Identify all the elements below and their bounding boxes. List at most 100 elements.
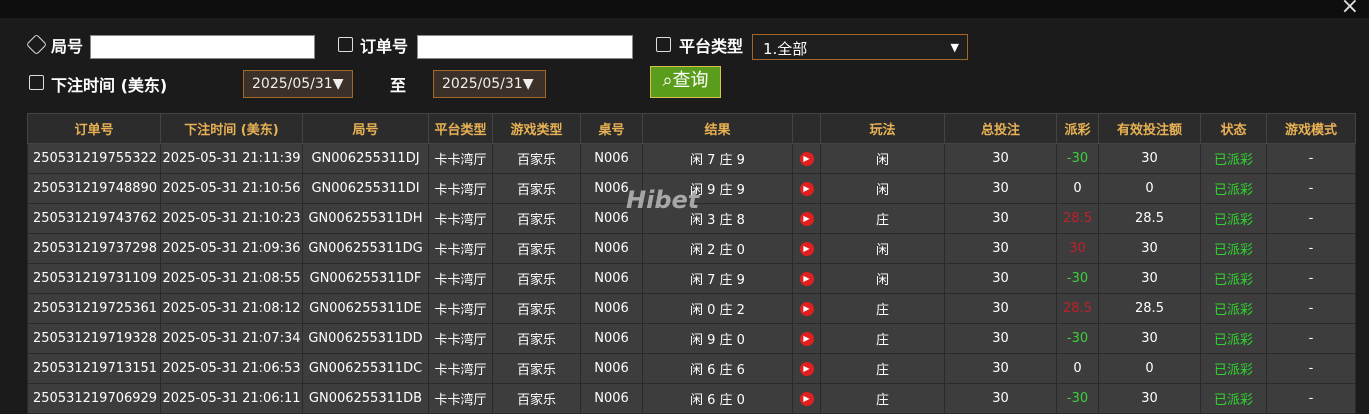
- time-label: 下注时间 (美东): [51, 76, 168, 95]
- table-cell: 2025-05-31 21:06:11: [160, 383, 303, 414]
- column-header: 总投注: [944, 113, 1057, 144]
- play-icon[interactable]: ▶: [799, 151, 814, 166]
- date-from[interactable]: 2025/05/31▼: [243, 70, 353, 98]
- table-cell: 0: [1056, 173, 1099, 204]
- table-cell: 卡卡湾厅: [428, 233, 493, 264]
- search-text: 查询: [672, 70, 709, 91]
- column-header: 局号: [302, 113, 429, 144]
- table-cell: 闲 7 庄 9: [642, 263, 793, 294]
- video-cell: ▶: [792, 173, 821, 204]
- table-cell: 闲 2 庄 0: [642, 233, 793, 264]
- table-cell: 百家乐: [492, 143, 581, 174]
- table-cell: -30: [1056, 143, 1099, 174]
- platform-select[interactable]: 1.全部 ▼: [752, 34, 968, 60]
- top-bar: ×: [0, 0, 1369, 19]
- table-cell: 已派彩: [1200, 323, 1267, 354]
- table-cell: 0: [1056, 353, 1099, 384]
- table-cell: 已派彩: [1200, 263, 1267, 294]
- table-cell: -30: [1056, 383, 1099, 414]
- table-cell: 闲 6 庄 6: [642, 353, 793, 384]
- table-cell: N006: [580, 233, 643, 264]
- video-cell: ▶: [792, 263, 821, 294]
- table-cell: GN006255311DG: [302, 233, 429, 264]
- table-cell: 百家乐: [492, 173, 581, 204]
- order-input[interactable]: [417, 35, 633, 59]
- table-cell: 250531219755322: [27, 143, 161, 174]
- close-button[interactable]: ×: [1340, 0, 1359, 19]
- table-cell: 30: [944, 203, 1057, 234]
- table-cell: 250531219719328: [27, 323, 161, 354]
- table-row: 250531219719328 2025-05-31 21:07:34 GN0062…: [27, 323, 1356, 354]
- column-header: 结果: [642, 113, 793, 144]
- date-to[interactable]: 2025/05/31▼: [433, 70, 546, 98]
- table-cell: 0: [1098, 173, 1201, 204]
- round-input[interactable]: [90, 35, 315, 59]
- table-cell: 30: [944, 293, 1057, 324]
- search-button[interactable]: ⌕查询: [650, 66, 721, 98]
- table-row: 250531219755322 2025-05-31 21:11:39 GN0062…: [27, 143, 1356, 174]
- table-row: 250531219725361 2025-05-31 21:08:12 GN0062…: [27, 293, 1356, 324]
- table-cell: 250531219725361: [27, 293, 161, 324]
- table-cell: GN006255311DB: [302, 383, 429, 414]
- table-cell: 百家乐: [492, 383, 581, 414]
- play-icon[interactable]: ▶: [799, 271, 814, 286]
- play-icon[interactable]: ▶: [799, 361, 814, 376]
- table-cell: 庄: [820, 293, 945, 324]
- video-cell: ▶: [792, 233, 821, 264]
- play-icon[interactable]: ▶: [799, 301, 814, 316]
- table-cell: 卡卡湾厅: [428, 353, 493, 384]
- table-cell: GN006255311DF: [302, 263, 429, 294]
- table-cell: 卡卡湾厅: [428, 173, 493, 204]
- video-cell: ▶: [792, 353, 821, 384]
- table-cell: -: [1266, 263, 1356, 294]
- play-icon[interactable]: ▶: [799, 211, 814, 226]
- table-cell: -30: [1056, 263, 1099, 294]
- table-cell: -: [1266, 323, 1356, 354]
- play-icon[interactable]: ▶: [799, 241, 814, 256]
- table-cell: 30: [944, 233, 1057, 264]
- table-cell: 已派彩: [1200, 203, 1267, 234]
- table-cell: 30: [1098, 143, 1201, 174]
- header-row: 订单号 下注时间 (美东) 局号 平台类型 游戏类型 桌号 结果 玩法 总投注 派彩 有效投注额 状态…: [27, 113, 1356, 144]
- bet-table: 订单号 下注时间 (美东) 局号 平台类型 游戏类型 桌号 结果 玩法 总投注 派彩 有效投注额 状态…: [27, 113, 1356, 414]
- table-cell: 已派彩: [1200, 143, 1267, 174]
- table-cell: 250531219713151: [27, 353, 161, 384]
- table-cell: 闲: [820, 143, 945, 174]
- table-row: 250531219713151 2025-05-31 21:06:53 GN0062…: [27, 353, 1356, 384]
- order-label: 订单号: [360, 37, 409, 56]
- table-cell: GN006255311DH: [302, 203, 429, 234]
- table-cell: GN006255311DD: [302, 323, 429, 354]
- table-cell: 250531219731109: [27, 263, 161, 294]
- table-cell: 30: [1056, 233, 1099, 264]
- table-cell: GN006255311DE: [302, 293, 429, 324]
- table-cell: N006: [580, 353, 643, 384]
- table-cell: N006: [580, 143, 643, 174]
- table-cell: -: [1266, 383, 1356, 414]
- table-cell: 闲 0 庄 2: [642, 293, 793, 324]
- video-cell: ▶: [792, 203, 821, 234]
- column-header: 下注时间 (美东): [160, 113, 303, 144]
- table-cell: 250531219737298: [27, 233, 161, 264]
- platform-icon: [656, 37, 671, 52]
- play-icon[interactable]: ▶: [799, 331, 814, 346]
- table-cell: 2025-05-31 21:08:55: [160, 263, 303, 294]
- table-cell: 30: [944, 143, 1057, 174]
- play-icon[interactable]: ▶: [799, 391, 814, 406]
- table-cell: 卡卡湾厅: [428, 293, 493, 324]
- column-header: 状态: [1200, 113, 1267, 144]
- table-cell: N006: [580, 293, 643, 324]
- table-cell: 30: [1098, 233, 1201, 264]
- watermark: Hibet: [626, 186, 700, 214]
- table-cell: -: [1266, 233, 1356, 264]
- table-cell: N006: [580, 173, 643, 204]
- table-cell: 百家乐: [492, 203, 581, 234]
- table-cell: 已派彩: [1200, 233, 1267, 264]
- table-cell: 卡卡湾厅: [428, 143, 493, 174]
- table-cell: 250531219706929: [27, 383, 161, 414]
- play-icon[interactable]: ▶: [799, 181, 814, 196]
- table-cell: 30: [944, 263, 1057, 294]
- table-cell: 30: [1098, 263, 1201, 294]
- table-cell: 卡卡湾厅: [428, 383, 493, 414]
- table-cell: 28.5: [1056, 203, 1099, 234]
